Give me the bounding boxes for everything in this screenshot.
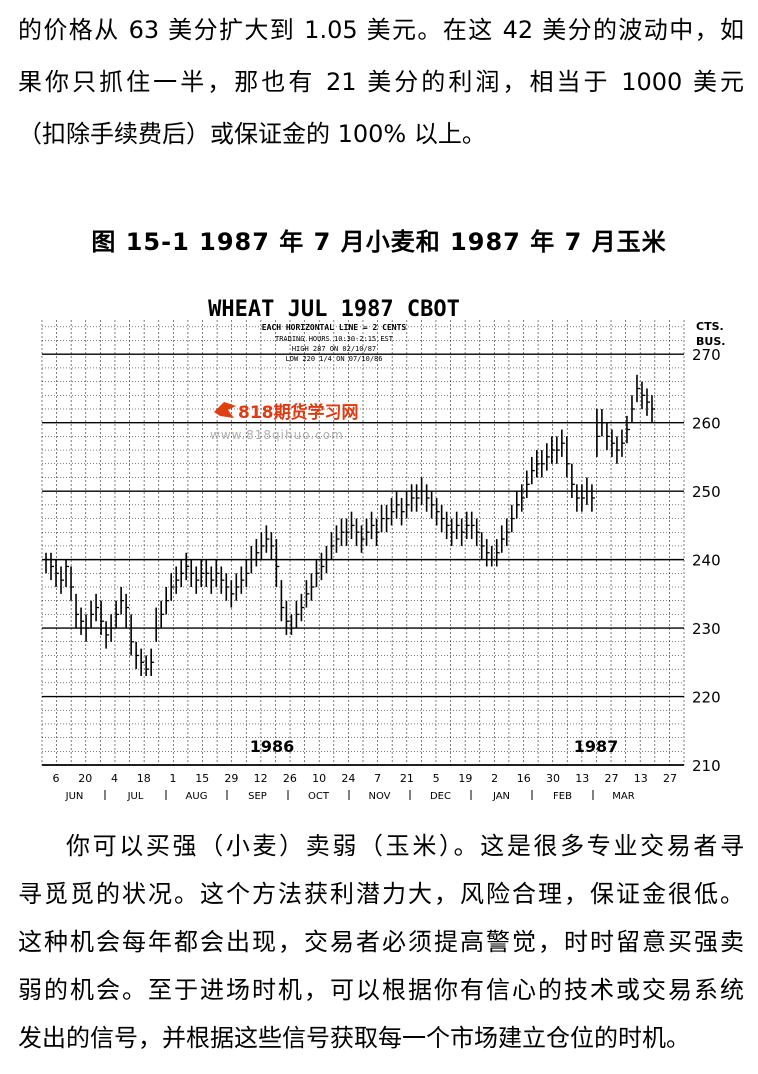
x-month-label: AUG: [186, 791, 208, 802]
paragraph-top: 的价格从 63 美分扩大到 1.05 美元。在这 42 美分的波动中，如 果你只…: [18, 4, 744, 160]
x-date-label: 7: [374, 772, 381, 785]
price-bars: [45, 374, 655, 676]
x-axis-month-labels: JUN JUL AUG SEP OCT NOV DEC JAN FEB MAR: [42, 764, 684, 802]
vertical-grid: [41, 320, 685, 765]
paragraph-line: 弱的机会。至于进场时机，可以根据你有信心的技术或交易系统: [18, 976, 744, 1004]
x-month-label: JUL: [127, 791, 144, 802]
watermark-text: 818期货学习网: [238, 402, 359, 423]
x-date-label: 13: [575, 772, 589, 785]
x-date-label: 24: [341, 772, 355, 785]
y-tick-label: 240: [692, 552, 721, 570]
x-date-label: 21: [400, 772, 414, 785]
unit-label: CTS.: [696, 320, 724, 333]
chart-title: WHEAT JUL 1987 CBOT: [208, 297, 460, 322]
x-date-label: 6: [53, 772, 60, 785]
x-date-label: 10: [312, 772, 326, 785]
y-tick-label: 220: [692, 689, 721, 707]
paragraph-line: 寻觅觅的状况。这个方法获利潜力大，风险合理，保证金很低。: [18, 880, 744, 908]
x-date-label: 20: [78, 772, 92, 785]
x-date-label: 4: [111, 772, 118, 785]
y-tick-label: 270: [692, 346, 721, 364]
x-date-label: 2: [491, 772, 498, 785]
chart-subtitle-line: TRADING HOURS 10:30-2:15 EST: [275, 335, 394, 343]
x-date-label: 26: [283, 772, 297, 785]
paragraph-bottom: 你可以买强（小麦）卖弱（玉米）。这是很多专业交易者寻 寻觅觅的状况。这个方法获利…: [18, 822, 744, 1062]
x-date-label: 5: [433, 772, 440, 785]
y-tick-label: 260: [692, 415, 721, 433]
x-month-label: JAN: [492, 791, 510, 802]
chart-subtitle-line: HIGH 287 ON 02/10/87: [292, 345, 376, 353]
year-labels: 1986 1987: [250, 737, 619, 756]
paragraph-line: 这种机会每年都会出现，交易者必须提高警觉，时时留意买强卖: [18, 928, 744, 956]
unit-label: BUS.: [696, 335, 725, 348]
x-axis-date-labels: 6 20 4 18 1 15 29 12 26 10 24 7 21 5 19 2 16 30 13 27 13 27: [53, 772, 678, 785]
x-date-label: 1: [169, 772, 176, 785]
year-label: 1987: [574, 737, 619, 756]
x-month-label: FEB: [553, 791, 572, 802]
x-month-label: MAR: [612, 791, 634, 802]
x-date-label: 12: [254, 772, 268, 785]
paragraph-line: 发出的信号，并根据这些信号获取每一个市场建立仓位的时机。: [18, 1024, 690, 1052]
watermark-url: www.818qihuo.com: [210, 428, 344, 442]
y-axis-labels: 210 220 230 240 250 260 270: [692, 346, 721, 775]
wheat-price-chart: WHEAT JUL 1987 CBOT EACH HORIZONTAL LINE…: [34, 290, 734, 810]
x-date-label: 15: [195, 772, 209, 785]
x-month-label: OCT: [308, 791, 330, 802]
x-month-label: DEC: [430, 791, 451, 802]
x-date-label: 19: [458, 772, 472, 785]
x-date-label: 13: [634, 772, 648, 785]
x-month-label: NOV: [368, 791, 390, 802]
x-date-label: 27: [605, 772, 619, 785]
chart-svg: WHEAT JUL 1987 CBOT EACH HORIZONTAL LINE…: [41, 297, 725, 802]
chart-subtitles: EACH HORIZONTAL LINE = 2 CENTS TRADING H…: [262, 323, 407, 363]
x-date-label: 27: [663, 772, 677, 785]
y-tick-label: 210: [692, 757, 721, 775]
x-month-label: SEP: [248, 791, 267, 802]
paragraph-line: （扣除手续费后）或保证金的 100% 以上。: [18, 120, 486, 148]
x-date-label: 30: [546, 772, 560, 785]
y-tick-label: 250: [692, 483, 721, 501]
chart-subtitle-line: LOW 220 1/4 ON 07/10/86: [286, 355, 383, 363]
watermark-logo-icon: [214, 402, 236, 418]
paragraph-line: 果你只抓住一半，那也有 21 美分的利润，相当于 1000 美元: [18, 68, 744, 96]
chart-subtitle-line: EACH HORIZONTAL LINE = 2 CENTS: [262, 323, 407, 332]
year-label: 1986: [250, 737, 295, 756]
x-date-label: 18: [137, 772, 151, 785]
paragraph-line: 你可以买强（小麦）卖弱（玉米）。这是很多专业交易者寻: [66, 832, 744, 860]
watermark: 818期货学习网 www.818qihuo.com: [210, 402, 359, 442]
figure-caption: 图 15-1 1987 年 7 月小麦和 1987 年 7 月玉米: [91, 228, 667, 256]
x-date-label: 16: [517, 772, 531, 785]
paragraph-line: 的价格从 63 美分扩大到 1.05 美元。在这 42 美分的波动中，如: [18, 16, 744, 44]
y-tick-label: 230: [692, 620, 721, 638]
x-date-label: 29: [224, 772, 238, 785]
x-month-label: JUN: [65, 791, 84, 802]
